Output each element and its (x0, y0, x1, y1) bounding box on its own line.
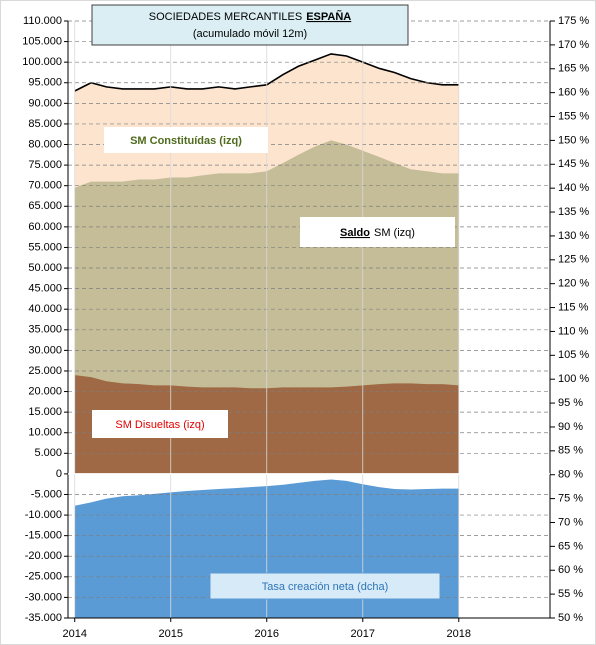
title-main: SOCIEDADES MERCANTILES (149, 11, 302, 23)
y2-tick-label: 165 % (558, 63, 589, 75)
y2-tick-label: 145 % (558, 158, 589, 170)
x-tick-label: 2018 (447, 628, 471, 640)
y2-tick-label: 110 % (558, 325, 589, 337)
y-tick-label: 60.000 (28, 221, 62, 233)
y2-tick-label: 150 % (558, 134, 589, 146)
y-tick-label: -25.000 (25, 571, 62, 583)
y2-tick-label: 75 % (558, 493, 583, 505)
title-emphasis: ESPAÑA (306, 10, 351, 23)
x-tick-label: 2014 (62, 628, 86, 640)
y-tick-label: 70.000 (28, 180, 62, 192)
y2-tick-label: 105 % (558, 349, 589, 361)
x-tick-label: 2017 (351, 628, 375, 640)
y2-tick-label: 80 % (558, 469, 583, 481)
y2-tick-label: 155 % (558, 110, 589, 122)
y2-tick-label: 50 % (558, 612, 583, 624)
y-tick-label: 95.000 (28, 77, 62, 89)
y2-tick-label: 85 % (558, 445, 583, 457)
y-tick-label: 20.000 (28, 385, 62, 397)
series-label: Tasa creación neta (dcha) (262, 581, 389, 593)
y2-tick-label: 60 % (558, 564, 583, 576)
y2-tick-label: 65 % (558, 540, 583, 552)
y-tick-label: 10.000 (28, 427, 62, 439)
x-tick-label: 2016 (255, 628, 279, 640)
chart-subtitle: (acumulado móvil 12m) (193, 28, 307, 40)
y2-tick-label: 175 % (558, 15, 589, 27)
overlay: 110.000 105.000 100.000 95.000 90.000 85.000 8… (22, 4, 589, 640)
y-tick-label: -10.000 (25, 509, 62, 521)
y-tick-label: 110.000 (23, 15, 62, 27)
y2-tick-label: 135 % (558, 206, 589, 218)
series-label: SM Disueltas (izq) (115, 419, 204, 431)
y-tick-label: 40.000 (28, 303, 62, 315)
y2-tick-label: 170 % (558, 39, 589, 51)
y2-tick-label: 160 % (558, 87, 589, 99)
y-tick-label: -15.000 (25, 530, 62, 542)
y2-tick-label: 120 % (558, 278, 589, 290)
series-name-rest: SM (izq) (374, 227, 415, 239)
y-tick-label: 100.000 (22, 56, 62, 68)
y2-tick-label: 90 % (558, 421, 583, 433)
series-label-box (300, 217, 455, 247)
series-label-box (209, 572, 441, 600)
series-label-box (92, 410, 228, 438)
y-tick-label: 85.000 (28, 118, 62, 130)
series-name: SM Constituídas (izq) (130, 135, 242, 147)
title-box (91, 4, 409, 46)
y-tick-label: -20.000 (25, 550, 62, 562)
y2-tick-label: 95 % (558, 397, 583, 409)
y-tick-label: 80.000 (28, 138, 62, 150)
y-tick-label: 105.000 (22, 35, 62, 47)
y-tick-label: 15.000 (28, 406, 62, 418)
y2-tick-label: 100 % (558, 373, 589, 385)
y2-tick-label: 70 % (558, 516, 583, 528)
y-tick-label: 75.000 (28, 159, 62, 171)
y2-tick-label: 125 % (558, 254, 589, 266)
y-tick-label: 55.000 (28, 241, 62, 253)
series-name-emphasis: Saldo (340, 227, 370, 239)
y-tick-label: 45.000 (28, 283, 62, 295)
y-tick-label: -5.000 (31, 488, 62, 500)
plot (68, 21, 550, 618)
chart-title: SOCIEDADES MERCANTILES ESPAÑA (149, 10, 352, 23)
y-tick-label: 90.000 (28, 97, 62, 109)
y-tick-label: -35.000 (25, 612, 62, 624)
y-tick-label: 50.000 (28, 262, 62, 274)
y-tick-label: -30.000 (25, 591, 62, 603)
y-tick-label: 65.000 (28, 200, 62, 212)
y-tick-label: 30.000 (28, 344, 62, 356)
y2-tick-label: 55 % (558, 588, 583, 600)
series-label-box (104, 127, 268, 153)
y-tick-label: 35.000 (28, 324, 62, 336)
y2-tick-label: 140 % (558, 182, 589, 194)
y-tick-label: 5.000 (34, 447, 62, 459)
y2-tick-label: 115 % (558, 301, 589, 313)
y-tick-label: 25.000 (28, 365, 62, 377)
y2-tick-label: 130 % (558, 230, 589, 242)
series-label: Saldo SM (izq) (340, 227, 415, 239)
series-name: Tasa creación neta (dcha) (262, 581, 389, 593)
y-tick-label: 0 (56, 468, 62, 480)
series-label: SM Constituídas (izq) (130, 135, 242, 147)
x-tick-label: 2015 (158, 628, 182, 640)
series-name: SM Disueltas (izq) (115, 419, 204, 431)
